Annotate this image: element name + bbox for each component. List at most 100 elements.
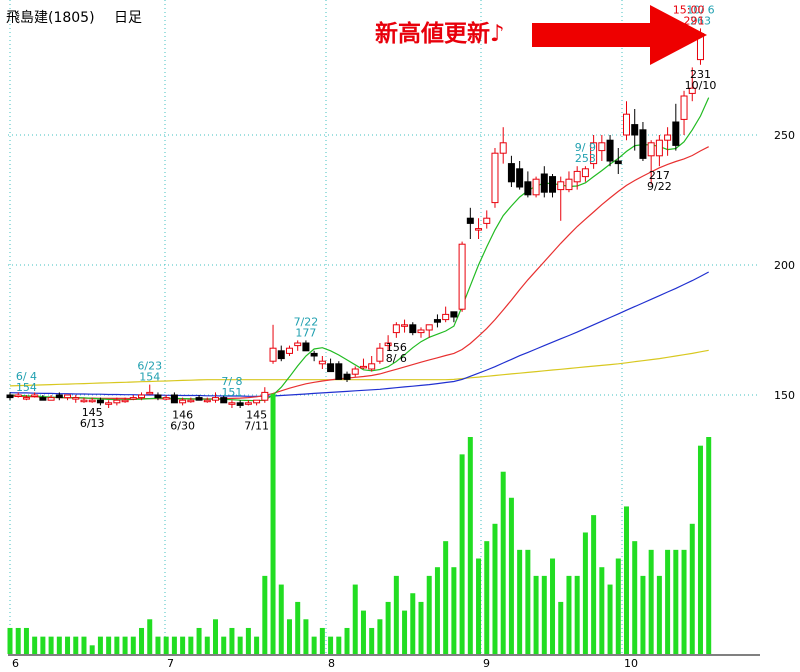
volume-bar bbox=[196, 627, 202, 654]
candle bbox=[458, 241, 466, 312]
volume-bar bbox=[360, 610, 366, 654]
volume-bar bbox=[607, 584, 613, 654]
candle-body-down bbox=[277, 350, 285, 360]
volume-bar bbox=[574, 575, 580, 654]
volume-bar bbox=[204, 636, 210, 654]
candle-body-up bbox=[14, 394, 22, 397]
volume-bar bbox=[533, 575, 539, 654]
candle bbox=[47, 395, 55, 401]
volume-bar bbox=[426, 575, 432, 654]
volume-bar bbox=[385, 601, 391, 654]
candle-body-up bbox=[121, 399, 129, 403]
candle bbox=[433, 314, 441, 328]
x-tick-label: 9 bbox=[483, 657, 490, 670]
volume-bar bbox=[328, 636, 334, 654]
candle-body-up bbox=[88, 399, 96, 403]
volume-bar bbox=[180, 636, 186, 654]
candle-body-up bbox=[294, 342, 302, 347]
candle bbox=[343, 371, 351, 382]
candle bbox=[228, 400, 236, 408]
volume-bar bbox=[262, 575, 268, 654]
volume-bar bbox=[599, 567, 605, 654]
candle-body-up bbox=[187, 399, 195, 403]
candle bbox=[55, 392, 63, 401]
annotation-value: 253 bbox=[575, 152, 596, 165]
annotation-label: 10/ 6 bbox=[686, 3, 714, 16]
volume-bar bbox=[508, 497, 514, 654]
candle-body-down bbox=[236, 402, 244, 406]
candle-body-up bbox=[228, 402, 236, 405]
volume-bar bbox=[673, 549, 679, 654]
x-tick-label: 8 bbox=[328, 657, 335, 670]
candle-body-up bbox=[532, 178, 540, 196]
annotation-value: 177 bbox=[295, 326, 316, 339]
annotation-label: 231 bbox=[690, 68, 711, 81]
candle bbox=[179, 397, 187, 406]
candle-body-up bbox=[557, 181, 565, 191]
candle bbox=[113, 397, 121, 406]
candle bbox=[105, 400, 113, 408]
volume-bar bbox=[352, 584, 358, 654]
candle-body-down bbox=[507, 163, 515, 183]
x-tick-label: 6 bbox=[12, 657, 19, 670]
candle bbox=[466, 207, 474, 239]
candle bbox=[146, 384, 154, 395]
annotation-value: 10/10 bbox=[685, 79, 717, 92]
volume-bar bbox=[706, 437, 712, 654]
volume-bar bbox=[245, 627, 251, 654]
candle bbox=[327, 358, 335, 373]
volume-bar bbox=[665, 549, 671, 654]
volume-bar bbox=[188, 636, 194, 654]
ma75-line bbox=[9, 271, 709, 397]
candle-body-up bbox=[64, 394, 72, 399]
annotation-value: 6/30 bbox=[170, 419, 195, 432]
y-tick-label: 150 bbox=[774, 389, 795, 402]
candle-body-up bbox=[573, 170, 581, 183]
candle bbox=[557, 176, 565, 221]
volume-bar bbox=[7, 627, 13, 654]
annotation-value: 154 bbox=[139, 371, 160, 384]
candle bbox=[532, 176, 540, 198]
annotation-value: 151 bbox=[221, 386, 242, 399]
candle-body-up bbox=[384, 342, 392, 347]
volume-bar bbox=[97, 636, 103, 654]
candle bbox=[261, 387, 269, 403]
candle-body-up bbox=[359, 365, 367, 369]
candle-body-up bbox=[376, 347, 384, 362]
candle-body-down bbox=[327, 363, 335, 373]
candle-body-up bbox=[368, 363, 376, 370]
volume-bar bbox=[369, 627, 375, 654]
volume-bar bbox=[402, 610, 408, 654]
candle bbox=[631, 109, 639, 151]
candle bbox=[318, 356, 326, 369]
candle-body-up bbox=[162, 397, 170, 400]
candle bbox=[664, 127, 672, 156]
volume-bar bbox=[48, 636, 54, 654]
candle bbox=[417, 327, 425, 338]
candle bbox=[507, 155, 515, 187]
x-tick-label: 7 bbox=[167, 657, 174, 670]
candle bbox=[680, 90, 688, 135]
volume-bar bbox=[286, 619, 292, 654]
candle-body-up bbox=[401, 324, 409, 327]
volume-bar bbox=[648, 549, 654, 654]
candle bbox=[524, 171, 532, 198]
candle-body-up bbox=[31, 394, 39, 397]
candle bbox=[335, 361, 343, 380]
candle-body-down bbox=[549, 176, 557, 193]
volume-bar bbox=[32, 636, 38, 654]
candle-body-down bbox=[466, 217, 474, 224]
candle bbox=[269, 324, 277, 364]
candle bbox=[203, 397, 211, 403]
volume-bar bbox=[65, 636, 71, 654]
volume-bar bbox=[270, 393, 276, 654]
volume-bars bbox=[7, 393, 712, 654]
volume-bar bbox=[410, 593, 416, 654]
